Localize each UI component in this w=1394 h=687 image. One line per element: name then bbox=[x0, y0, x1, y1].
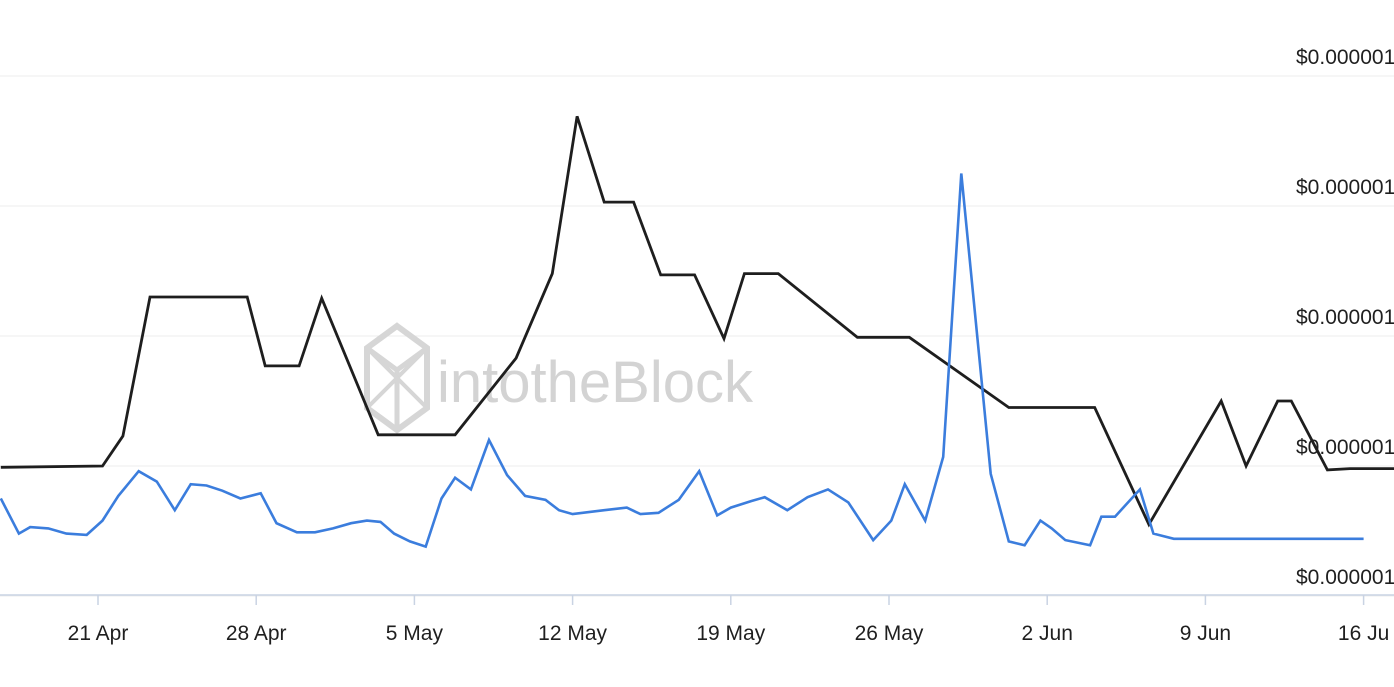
x-tick-label: 2 Jun bbox=[1022, 622, 1073, 645]
x-axis: 21 Apr 28 Apr 5 May 12 May 19 May 26 May 2 Jun… bbox=[68, 595, 1389, 645]
series-layer bbox=[0, 115, 1394, 549]
x-tick-label: 21 Apr bbox=[68, 622, 129, 645]
series-line-1 bbox=[0, 115, 1394, 528]
x-tick-label: 16 Ju bbox=[1338, 622, 1389, 645]
x-tick-label: 12 May bbox=[538, 622, 607, 645]
intotheblock-logo-icon bbox=[364, 322, 430, 434]
y-tick-label: $0.000001 bbox=[1296, 566, 1394, 589]
x-tick-label: 26 May bbox=[855, 622, 924, 645]
y-tick-label: $0.000001 bbox=[1296, 436, 1394, 459]
y-tick-label: $0.000001 bbox=[1296, 306, 1394, 329]
x-tick-label: 5 May bbox=[386, 622, 444, 645]
x-tick-label: 9 Jun bbox=[1180, 622, 1231, 645]
watermark: intotheBlock bbox=[364, 322, 754, 434]
x-tick-label: 19 May bbox=[696, 622, 765, 645]
grid-lines bbox=[0, 75, 1394, 597]
y-tick-label: $0.000001 bbox=[1296, 46, 1394, 69]
series-line-2 bbox=[0, 173, 1364, 549]
watermark-text: intotheBlock bbox=[437, 350, 754, 415]
x-tick-label: 28 Apr bbox=[226, 622, 287, 645]
y-axis: $0.000001 $0.000001 $0.000001 $0.000001 $0.0… bbox=[1296, 46, 1394, 589]
y-tick-label: $0.000001 bbox=[1296, 176, 1394, 199]
